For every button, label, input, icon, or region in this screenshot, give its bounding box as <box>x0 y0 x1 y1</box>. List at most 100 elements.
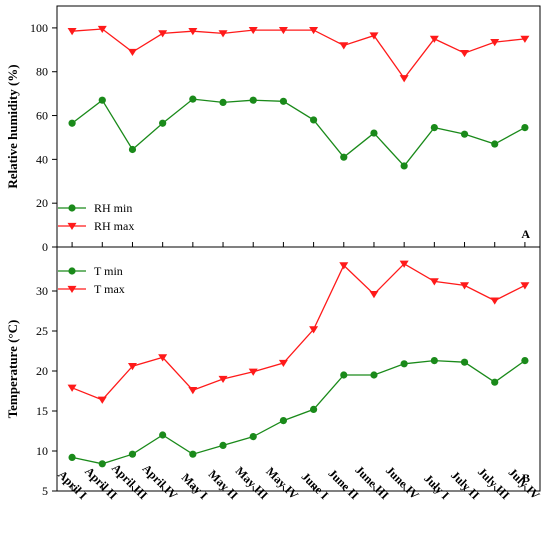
y-tick-label: 20 <box>36 196 48 210</box>
legend-label: T max <box>94 282 125 296</box>
data-point <box>68 119 76 127</box>
data-point <box>158 354 168 362</box>
y-tick-label: 80 <box>36 65 48 79</box>
series-line-rh-min <box>71 98 526 167</box>
data-point <box>491 378 499 386</box>
data-point <box>340 153 348 161</box>
data-point <box>249 433 257 441</box>
data-point <box>491 140 499 148</box>
x-tick-label: June IV <box>383 463 422 502</box>
data-point <box>400 162 408 170</box>
data-point <box>127 363 137 371</box>
y-tick-label: 40 <box>36 152 48 166</box>
legend-marker <box>67 222 77 231</box>
data-point <box>429 278 439 286</box>
data-point <box>249 96 257 104</box>
data-point <box>279 417 288 425</box>
data-point <box>127 48 137 57</box>
x-tick-label: May III <box>233 464 272 503</box>
data-point <box>189 450 197 458</box>
data-point <box>67 28 77 36</box>
y-tick-label: 10 <box>36 444 48 458</box>
data-point <box>460 282 470 290</box>
panel-label: A <box>521 227 530 241</box>
data-point <box>309 116 318 124</box>
y-tick-label: 0 <box>42 240 48 254</box>
data-point <box>218 375 228 384</box>
data-point <box>309 26 319 35</box>
y-tick-label: 15 <box>36 404 48 418</box>
data-point <box>309 326 319 334</box>
x-tick-label: May IV <box>263 464 301 502</box>
data-point <box>278 26 288 35</box>
data-point <box>339 42 349 50</box>
data-point <box>460 130 469 138</box>
data-point <box>159 119 167 127</box>
y-tick-label: 5 <box>42 484 48 498</box>
data-point <box>278 359 288 368</box>
data-point <box>520 282 530 290</box>
legend-marker <box>67 285 77 294</box>
data-point <box>490 39 500 47</box>
x-tick-label: June III <box>352 463 392 503</box>
data-point <box>490 297 500 305</box>
data-point <box>309 405 318 413</box>
data-point <box>67 384 77 392</box>
x-tick-label: July III <box>475 465 513 503</box>
legend-marker <box>68 204 76 212</box>
data-point <box>339 262 349 270</box>
data-point <box>340 371 348 379</box>
series-line-t-max <box>71 262 526 401</box>
x-tick-label: May I <box>179 470 211 502</box>
data-point <box>189 95 197 103</box>
data-point <box>128 450 137 458</box>
y-axis-title: Temperature (°C) <box>5 320 20 419</box>
data-point <box>68 453 76 461</box>
data-point <box>98 460 106 468</box>
data-point <box>97 25 107 34</box>
data-point <box>219 441 227 449</box>
data-point <box>460 358 469 366</box>
data-point <box>279 97 288 105</box>
data-point <box>188 28 198 36</box>
series-line-t-min <box>71 359 526 465</box>
data-point <box>97 396 107 404</box>
data-point <box>98 96 106 104</box>
legend-label: T min <box>94 264 123 278</box>
data-point <box>520 35 530 43</box>
data-point <box>460 49 470 58</box>
data-point <box>399 260 409 268</box>
series-line-rh-max <box>72 28 525 80</box>
data-point <box>521 123 529 132</box>
legend-marker <box>68 267 76 275</box>
data-point <box>370 129 378 137</box>
y-tick-label: 25 <box>36 324 48 338</box>
y-tick-label: 20 <box>36 364 48 378</box>
y-tick-label: 60 <box>36 109 48 123</box>
data-point <box>429 35 439 43</box>
y-tick-label: 100 <box>30 21 48 35</box>
plot-frame-b <box>56 246 541 492</box>
data-point <box>158 30 168 38</box>
panel-label: B <box>522 471 530 485</box>
data-point <box>400 360 408 368</box>
y-axis-title: Relative humidity (%) <box>5 64 20 188</box>
data-point <box>218 30 228 38</box>
data-point <box>248 368 258 376</box>
data-point <box>128 145 137 154</box>
data-point <box>430 357 438 365</box>
data-point <box>369 32 379 40</box>
data-point <box>399 75 409 83</box>
y-tick-label: 30 <box>36 284 48 298</box>
data-point <box>370 371 378 379</box>
data-point <box>219 98 227 106</box>
data-point <box>369 291 379 299</box>
legend-label: RH min <box>94 201 132 215</box>
data-point <box>248 26 258 35</box>
data-point <box>159 431 167 439</box>
panel-a-humidity: 0 20 40 60 80 100 Relative humidity (%) A RH min… <box>5 5 541 254</box>
legend-label: RH max <box>94 219 134 233</box>
x-tick-label: July I <box>421 471 452 502</box>
